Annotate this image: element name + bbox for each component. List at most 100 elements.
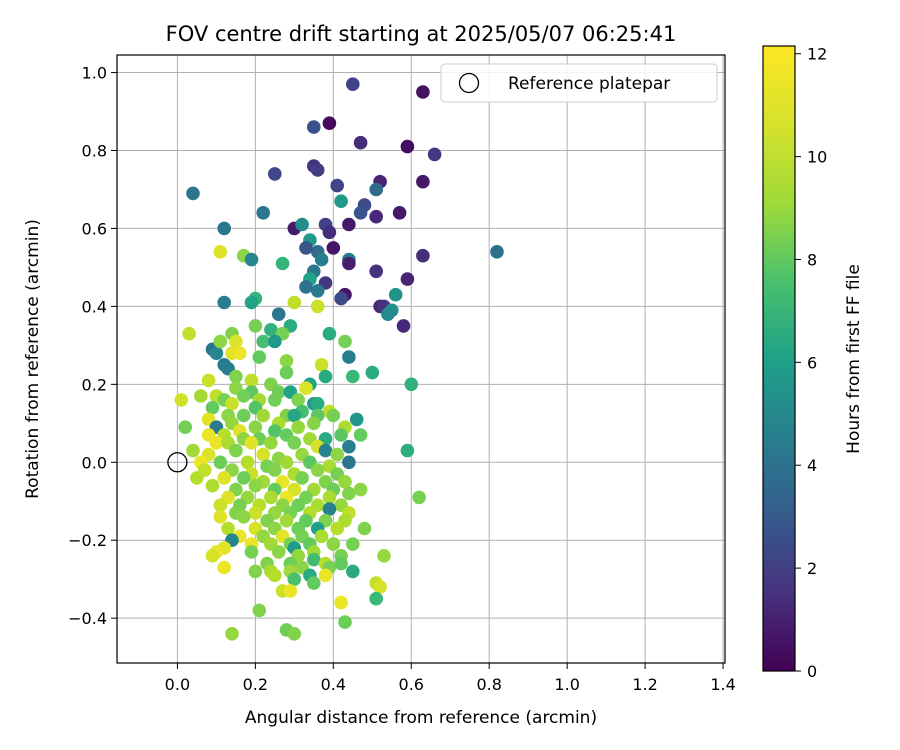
scatter-point xyxy=(229,334,243,349)
scatter-point xyxy=(213,510,228,524)
scatter-point xyxy=(205,400,220,415)
scatter-point xyxy=(213,334,228,349)
scatter-point xyxy=(346,77,360,91)
scatter-point xyxy=(221,521,235,536)
y-tick-label: 0.8 xyxy=(82,141,107,160)
scatter-point xyxy=(369,591,384,606)
y-tick-label: 0.2 xyxy=(82,375,107,394)
scatter-point xyxy=(248,420,263,435)
scatter-point xyxy=(205,549,220,563)
x-tick-label: 0.2 xyxy=(243,675,268,694)
scatter-point xyxy=(322,326,337,341)
scatter-point xyxy=(388,287,403,302)
scatter-point xyxy=(295,471,309,485)
scatter-point xyxy=(353,428,368,442)
scatter-point xyxy=(275,256,290,271)
scatter-point xyxy=(346,369,360,384)
scatter-point xyxy=(287,295,302,310)
scatter-point xyxy=(236,510,251,524)
scatter-point xyxy=(369,209,384,224)
scatter-point xyxy=(353,206,368,220)
scatter-point xyxy=(256,334,271,349)
y-axis-ticks: −0.4 −0.2 0.0 0.2 0.4 0.6 0.8 1.0 xyxy=(68,64,117,628)
scatter-point xyxy=(186,186,200,201)
scatter-point xyxy=(318,568,333,583)
y-tick-label: 0.6 xyxy=(82,219,107,238)
scatter-point xyxy=(377,549,391,563)
scatter-point xyxy=(236,389,251,403)
scatter-point xyxy=(174,393,189,407)
scatter-point xyxy=(322,116,337,130)
scatter-point xyxy=(334,556,348,571)
colorbar-label: Hours from first FF file xyxy=(844,264,864,454)
scatter-point xyxy=(427,147,442,162)
scatter-point xyxy=(322,502,337,516)
scatter-points xyxy=(174,77,504,641)
scatter-point xyxy=(244,295,259,310)
colorbar-tick-label: 8 xyxy=(807,250,817,269)
scatter-point xyxy=(326,537,341,551)
scatter-point xyxy=(299,381,313,396)
scatter-point xyxy=(217,471,231,485)
scatter-point xyxy=(338,334,352,349)
scatter-point xyxy=(244,252,259,267)
scatter-point xyxy=(279,365,294,380)
scatter-point xyxy=(268,334,282,349)
colorbar-tick-label: 0 xyxy=(807,662,817,681)
scatter-point xyxy=(264,436,278,450)
scatter-point xyxy=(299,241,313,255)
scatter-point xyxy=(279,354,294,368)
scatter-point xyxy=(365,365,380,380)
scatter-point xyxy=(310,284,325,298)
scatter-point xyxy=(349,412,364,427)
scatter-point xyxy=(314,529,329,544)
x-axis-ticks: 0.0 0.2 0.4 0.6 0.8 1.0 1.2 1.4 xyxy=(165,663,736,694)
scatter-point xyxy=(342,350,356,364)
scatter-point xyxy=(346,564,360,579)
scatter-point xyxy=(279,513,294,528)
scatter-point xyxy=(416,248,430,263)
scatter-point xyxy=(396,319,411,333)
scatter-point xyxy=(310,163,325,177)
scatter-point xyxy=(194,389,208,403)
scatter-point xyxy=(268,424,282,438)
scatter-point xyxy=(342,217,356,232)
scatter-point xyxy=(209,346,224,361)
colorbar-tick-label: 12 xyxy=(807,45,827,64)
reference-platepar-marker xyxy=(167,452,188,473)
scatter-point xyxy=(264,490,278,505)
scatter-point xyxy=(252,603,267,618)
scatter-point xyxy=(279,455,294,470)
scatter-point xyxy=(338,475,352,489)
scatter-point xyxy=(287,408,302,423)
scatter-point xyxy=(271,545,286,559)
scatter-point xyxy=(310,397,325,411)
scatter-point xyxy=(268,167,282,181)
scatter-point xyxy=(342,256,356,271)
colorbar-tick-label: 2 xyxy=(807,559,817,578)
x-axis-label: Angular distance from reference (arcmin) xyxy=(245,708,597,728)
scatter-point xyxy=(233,346,247,361)
scatter-point xyxy=(490,245,504,259)
colorbar-tick-label: 10 xyxy=(807,148,827,167)
scatter-point xyxy=(381,307,395,322)
scatter-point xyxy=(342,455,356,470)
scatter-point xyxy=(217,560,231,575)
scatter-point xyxy=(182,326,196,341)
scatter-point xyxy=(322,490,337,505)
scatter-point xyxy=(248,564,263,579)
scatter-point xyxy=(353,135,368,150)
scatter-point xyxy=(307,416,321,431)
scatter-point xyxy=(178,420,192,435)
scatter-point xyxy=(217,295,231,310)
scatter-point xyxy=(248,478,263,493)
y-axis-label: Rotation from reference (arcmin) xyxy=(23,219,43,499)
scatter-point xyxy=(400,272,415,286)
x-tick-label: 0.0 xyxy=(165,675,190,694)
scatter-point xyxy=(314,252,329,267)
scatter-point xyxy=(416,85,430,99)
scatter-point xyxy=(271,307,286,322)
x-tick-label: 1.0 xyxy=(554,675,579,694)
scatter-point xyxy=(369,182,384,197)
